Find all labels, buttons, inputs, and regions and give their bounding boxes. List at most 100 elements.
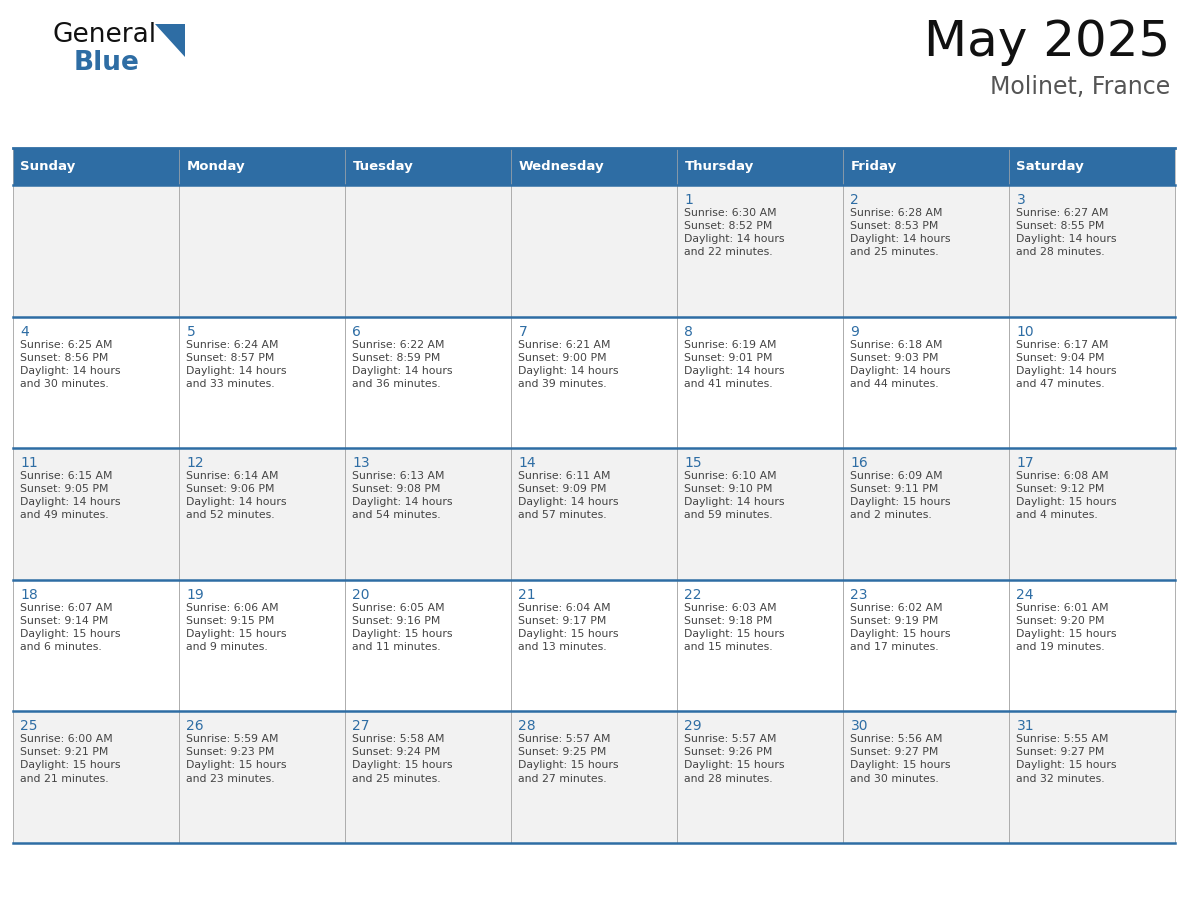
Text: 14: 14 bbox=[518, 456, 536, 470]
Bar bbox=[179, 317, 345, 448]
Text: Sunrise: 6:17 AM
Sunset: 9:04 PM
Daylight: 14 hours
and 47 minutes.: Sunrise: 6:17 AM Sunset: 9:04 PM Dayligh… bbox=[1017, 340, 1117, 388]
Text: Saturday: Saturday bbox=[1017, 160, 1085, 173]
Text: Blue: Blue bbox=[74, 50, 140, 76]
Bar bbox=[1009, 185, 1175, 317]
Text: Sunrise: 6:15 AM
Sunset: 9:05 PM
Daylight: 14 hours
and 49 minutes.: Sunrise: 6:15 AM Sunset: 9:05 PM Dayligh… bbox=[20, 471, 121, 521]
Text: Sunrise: 6:00 AM
Sunset: 9:21 PM
Daylight: 15 hours
and 21 minutes.: Sunrise: 6:00 AM Sunset: 9:21 PM Dayligh… bbox=[20, 734, 121, 784]
Text: 29: 29 bbox=[684, 720, 702, 733]
Text: 1: 1 bbox=[684, 193, 694, 207]
Text: General: General bbox=[52, 22, 156, 48]
Text: Sunrise: 5:58 AM
Sunset: 9:24 PM
Daylight: 15 hours
and 25 minutes.: Sunrise: 5:58 AM Sunset: 9:24 PM Dayligh… bbox=[353, 734, 453, 784]
Text: 5: 5 bbox=[187, 325, 195, 339]
Bar bbox=[843, 317, 1009, 448]
Text: Sunrise: 6:19 AM
Sunset: 9:01 PM
Daylight: 14 hours
and 41 minutes.: Sunrise: 6:19 AM Sunset: 9:01 PM Dayligh… bbox=[684, 340, 785, 388]
Text: Sunrise: 6:06 AM
Sunset: 9:15 PM
Daylight: 15 hours
and 9 minutes.: Sunrise: 6:06 AM Sunset: 9:15 PM Dayligh… bbox=[187, 603, 287, 652]
Bar bbox=[179, 148, 345, 185]
Text: 20: 20 bbox=[353, 588, 369, 602]
Bar bbox=[345, 185, 511, 317]
Text: 24: 24 bbox=[1017, 588, 1034, 602]
Bar bbox=[13, 711, 179, 843]
Text: Sunrise: 6:24 AM
Sunset: 8:57 PM
Daylight: 14 hours
and 33 minutes.: Sunrise: 6:24 AM Sunset: 8:57 PM Dayligh… bbox=[187, 340, 287, 388]
Bar bbox=[1009, 148, 1175, 185]
Text: 15: 15 bbox=[684, 456, 702, 470]
Text: Sunrise: 6:28 AM
Sunset: 8:53 PM
Daylight: 14 hours
and 25 minutes.: Sunrise: 6:28 AM Sunset: 8:53 PM Dayligh… bbox=[851, 208, 950, 257]
Text: 12: 12 bbox=[187, 456, 204, 470]
Text: 11: 11 bbox=[20, 456, 38, 470]
Text: Sunrise: 6:11 AM
Sunset: 9:09 PM
Daylight: 14 hours
and 57 minutes.: Sunrise: 6:11 AM Sunset: 9:09 PM Dayligh… bbox=[518, 471, 619, 521]
Text: Sunrise: 5:57 AM
Sunset: 9:26 PM
Daylight: 15 hours
and 28 minutes.: Sunrise: 5:57 AM Sunset: 9:26 PM Dayligh… bbox=[684, 734, 785, 784]
Text: Sunrise: 5:55 AM
Sunset: 9:27 PM
Daylight: 15 hours
and 32 minutes.: Sunrise: 5:55 AM Sunset: 9:27 PM Dayligh… bbox=[1017, 734, 1117, 784]
Text: 23: 23 bbox=[851, 588, 868, 602]
Text: Molinet, France: Molinet, France bbox=[990, 75, 1170, 99]
Text: 22: 22 bbox=[684, 588, 702, 602]
Text: May 2025: May 2025 bbox=[924, 18, 1170, 66]
Bar bbox=[511, 711, 677, 843]
Bar bbox=[179, 580, 345, 711]
Bar bbox=[677, 580, 843, 711]
Bar bbox=[1009, 317, 1175, 448]
Text: Wednesday: Wednesday bbox=[518, 160, 604, 173]
Text: 30: 30 bbox=[851, 720, 868, 733]
Bar bbox=[345, 711, 511, 843]
Text: 19: 19 bbox=[187, 588, 204, 602]
Text: 9: 9 bbox=[851, 325, 859, 339]
Bar bbox=[511, 448, 677, 580]
Text: Sunrise: 6:14 AM
Sunset: 9:06 PM
Daylight: 14 hours
and 52 minutes.: Sunrise: 6:14 AM Sunset: 9:06 PM Dayligh… bbox=[187, 471, 287, 521]
Bar bbox=[511, 317, 677, 448]
Bar bbox=[677, 448, 843, 580]
Bar bbox=[13, 448, 179, 580]
Text: Sunday: Sunday bbox=[20, 160, 76, 173]
Bar bbox=[179, 185, 345, 317]
Bar bbox=[843, 148, 1009, 185]
Text: Sunrise: 6:22 AM
Sunset: 8:59 PM
Daylight: 14 hours
and 36 minutes.: Sunrise: 6:22 AM Sunset: 8:59 PM Dayligh… bbox=[353, 340, 453, 388]
Text: Tuesday: Tuesday bbox=[353, 160, 413, 173]
Text: 16: 16 bbox=[851, 456, 868, 470]
Text: 4: 4 bbox=[20, 325, 30, 339]
Bar bbox=[1009, 580, 1175, 711]
Bar bbox=[345, 580, 511, 711]
Text: Sunrise: 6:04 AM
Sunset: 9:17 PM
Daylight: 15 hours
and 13 minutes.: Sunrise: 6:04 AM Sunset: 9:17 PM Dayligh… bbox=[518, 603, 619, 652]
Text: Sunrise: 5:57 AM
Sunset: 9:25 PM
Daylight: 15 hours
and 27 minutes.: Sunrise: 5:57 AM Sunset: 9:25 PM Dayligh… bbox=[518, 734, 619, 784]
Bar bbox=[345, 317, 511, 448]
Bar bbox=[179, 448, 345, 580]
Bar bbox=[179, 711, 345, 843]
Bar bbox=[13, 148, 179, 185]
Text: Sunrise: 6:03 AM
Sunset: 9:18 PM
Daylight: 15 hours
and 15 minutes.: Sunrise: 6:03 AM Sunset: 9:18 PM Dayligh… bbox=[684, 603, 785, 652]
Text: Sunrise: 6:21 AM
Sunset: 9:00 PM
Daylight: 14 hours
and 39 minutes.: Sunrise: 6:21 AM Sunset: 9:00 PM Dayligh… bbox=[518, 340, 619, 388]
Text: 21: 21 bbox=[518, 588, 536, 602]
Polygon shape bbox=[154, 24, 185, 57]
Text: 31: 31 bbox=[1017, 720, 1034, 733]
Bar bbox=[345, 148, 511, 185]
Text: Sunrise: 6:10 AM
Sunset: 9:10 PM
Daylight: 14 hours
and 59 minutes.: Sunrise: 6:10 AM Sunset: 9:10 PM Dayligh… bbox=[684, 471, 785, 521]
Text: 17: 17 bbox=[1017, 456, 1034, 470]
Text: Sunrise: 6:18 AM
Sunset: 9:03 PM
Daylight: 14 hours
and 44 minutes.: Sunrise: 6:18 AM Sunset: 9:03 PM Dayligh… bbox=[851, 340, 950, 388]
Bar bbox=[1009, 448, 1175, 580]
Text: Sunrise: 6:25 AM
Sunset: 8:56 PM
Daylight: 14 hours
and 30 minutes.: Sunrise: 6:25 AM Sunset: 8:56 PM Dayligh… bbox=[20, 340, 121, 388]
Text: Sunrise: 6:13 AM
Sunset: 9:08 PM
Daylight: 14 hours
and 54 minutes.: Sunrise: 6:13 AM Sunset: 9:08 PM Dayligh… bbox=[353, 471, 453, 521]
Text: Sunrise: 6:05 AM
Sunset: 9:16 PM
Daylight: 15 hours
and 11 minutes.: Sunrise: 6:05 AM Sunset: 9:16 PM Dayligh… bbox=[353, 603, 453, 652]
Bar bbox=[843, 185, 1009, 317]
Text: Sunrise: 6:08 AM
Sunset: 9:12 PM
Daylight: 15 hours
and 4 minutes.: Sunrise: 6:08 AM Sunset: 9:12 PM Dayligh… bbox=[1017, 471, 1117, 521]
Bar bbox=[13, 580, 179, 711]
Text: Sunrise: 6:07 AM
Sunset: 9:14 PM
Daylight: 15 hours
and 6 minutes.: Sunrise: 6:07 AM Sunset: 9:14 PM Dayligh… bbox=[20, 603, 121, 652]
Text: Thursday: Thursday bbox=[684, 160, 753, 173]
Bar bbox=[13, 185, 179, 317]
Text: 28: 28 bbox=[518, 720, 536, 733]
Text: Sunrise: 6:09 AM
Sunset: 9:11 PM
Daylight: 15 hours
and 2 minutes.: Sunrise: 6:09 AM Sunset: 9:11 PM Dayligh… bbox=[851, 471, 950, 521]
Text: Sunrise: 5:56 AM
Sunset: 9:27 PM
Daylight: 15 hours
and 30 minutes.: Sunrise: 5:56 AM Sunset: 9:27 PM Dayligh… bbox=[851, 734, 950, 784]
Bar bbox=[843, 448, 1009, 580]
Bar bbox=[511, 185, 677, 317]
Text: Sunrise: 6:30 AM
Sunset: 8:52 PM
Daylight: 14 hours
and 22 minutes.: Sunrise: 6:30 AM Sunset: 8:52 PM Dayligh… bbox=[684, 208, 785, 257]
Text: 8: 8 bbox=[684, 325, 694, 339]
Text: 18: 18 bbox=[20, 588, 38, 602]
Text: Friday: Friday bbox=[851, 160, 897, 173]
Bar bbox=[511, 580, 677, 711]
Bar bbox=[677, 317, 843, 448]
Bar bbox=[843, 711, 1009, 843]
Bar bbox=[13, 317, 179, 448]
Text: 27: 27 bbox=[353, 720, 369, 733]
Bar bbox=[677, 148, 843, 185]
Text: Sunrise: 5:59 AM
Sunset: 9:23 PM
Daylight: 15 hours
and 23 minutes.: Sunrise: 5:59 AM Sunset: 9:23 PM Dayligh… bbox=[187, 734, 287, 784]
Bar bbox=[677, 185, 843, 317]
Text: Sunrise: 6:27 AM
Sunset: 8:55 PM
Daylight: 14 hours
and 28 minutes.: Sunrise: 6:27 AM Sunset: 8:55 PM Dayligh… bbox=[1017, 208, 1117, 257]
